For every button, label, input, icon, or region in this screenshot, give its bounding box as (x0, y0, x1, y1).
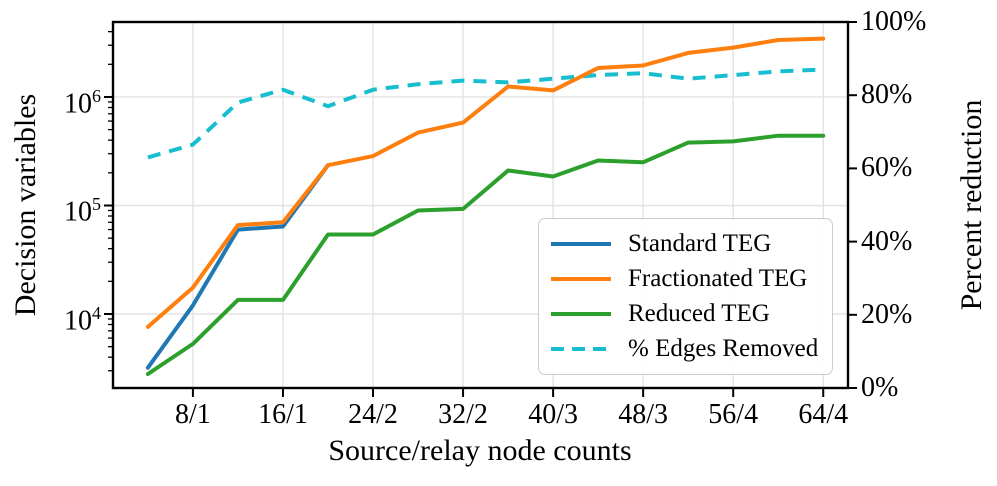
y-right-tick-label: 20% (861, 298, 913, 330)
x-tick-label: 32/2 (438, 399, 488, 430)
legend-label: % Edges Removed (628, 335, 819, 362)
y-right-tick-label: 100% (861, 6, 927, 37)
legend-line-edges-removed (551, 347, 611, 351)
plot-border (111, 20, 850, 390)
y-left-tick-label: 104 (64, 302, 101, 337)
y-right-tick-label: 40% (861, 225, 913, 257)
legend-label: Fractionated TEG (628, 265, 808, 292)
x-axis-label: Source/relay node counts (328, 434, 632, 467)
legend-row: Standard TEG (551, 230, 832, 258)
series-line-reduced-teg (145, 133, 826, 376)
x-tick-label: 24/2 (348, 399, 398, 430)
x-tick-label: 56/4 (708, 399, 759, 430)
series-line-fractionated-teg (145, 36, 826, 329)
x-tick-label: 16/1 (258, 399, 308, 430)
legend-line-reduced-teg (551, 312, 611, 316)
y-right-tick-label: 0% (861, 372, 899, 403)
series-line--edges-removed (147, 67, 824, 160)
y-right-tick-label: 80% (861, 79, 913, 111)
legend-line-fractionated-teg (551, 277, 611, 281)
legend-row: % Edges Removed (551, 335, 832, 363)
y-right-tick-label: 60% (861, 152, 913, 184)
y-left-tick-label: 106 (64, 85, 101, 120)
legend-line-standard-teg (551, 242, 611, 246)
legend: Standard TEG Fractionated TEG Reduced TE… (538, 218, 833, 375)
legend-row: Fractionated TEG (551, 265, 832, 293)
y-axis-label-right: Percent reduction (955, 99, 988, 311)
series-line-standard-teg (145, 163, 330, 370)
x-tick-label: 8/1 (175, 399, 211, 430)
legend-label: Standard TEG (628, 230, 772, 257)
x-tick-label: 40/3 (528, 399, 578, 430)
x-tick-label: 64/4 (798, 399, 849, 430)
legend-row: Reduced TEG (551, 300, 832, 328)
legend-label: Reduced TEG (628, 300, 770, 327)
x-tick-label: 48/3 (618, 399, 669, 430)
y-left-tick-label: 105 (64, 194, 101, 228)
